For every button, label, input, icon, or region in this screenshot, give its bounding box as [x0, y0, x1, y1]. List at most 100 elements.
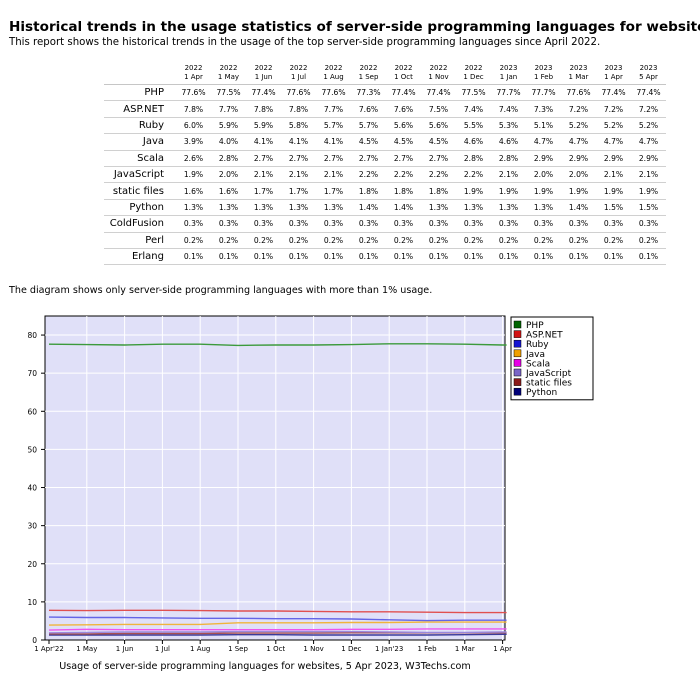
- usage-value: 4.5%: [386, 133, 421, 151]
- usage-value: 5.3%: [491, 117, 526, 135]
- usage-value: 7.6%: [351, 100, 386, 118]
- column-year: 2022: [324, 64, 343, 72]
- legend-label: Scala: [526, 359, 550, 369]
- usage-value: 2.9%: [631, 150, 666, 167]
- usage-value: 7.2%: [561, 100, 596, 118]
- usage-value: 0.2%: [526, 232, 561, 249]
- usage-value: 1.3%: [456, 199, 491, 217]
- usage-value: 4.6%: [456, 133, 491, 151]
- usage-value: 0.3%: [631, 215, 666, 233]
- column-year: 2022: [254, 64, 273, 72]
- usage-value: 2.2%: [421, 166, 456, 184]
- column-header: 2022 1 Oct: [386, 58, 421, 85]
- usage-value: 0.1%: [631, 248, 666, 266]
- chart-caption: Usage of server-side programming languag…: [59, 661, 471, 672]
- usage-value: 2.1%: [246, 166, 281, 184]
- usage-value: 1.9%: [561, 182, 596, 200]
- usage-value: 0.2%: [246, 232, 281, 249]
- column-header: 2022 1 Jul: [281, 58, 316, 85]
- usage-value: 0.2%: [596, 232, 631, 249]
- x-tick-label: 1 May: [76, 645, 97, 653]
- usage-value: 77.5%: [211, 84, 246, 102]
- legend-label: static files: [526, 379, 572, 389]
- usage-value: 0.1%: [351, 248, 386, 266]
- usage-value: 0.1%: [491, 248, 526, 266]
- usage-value: 4.1%: [246, 133, 281, 151]
- legend-swatch: [513, 349, 522, 358]
- usage-value: 0.2%: [561, 232, 596, 249]
- usage-value: 1.4%: [561, 199, 596, 217]
- table-row: Scala 2.6% 2.8% 2.7% 2.7% 2.7% 2.7% 2.7% 2.7% 2.8…: [104, 150, 666, 167]
- column-year: 2022: [359, 64, 378, 72]
- x-tick-label: 1 Nov: [303, 645, 323, 653]
- usage-value: 0.2%: [211, 232, 246, 249]
- usage-value: 2.7%: [281, 150, 316, 167]
- column-date: 1 Dec: [463, 73, 484, 81]
- usage-value: 1.9%: [631, 182, 666, 200]
- usage-value: 4.7%: [596, 133, 631, 151]
- usage-value: 5.2%: [596, 117, 631, 135]
- plot-area: [44, 315, 506, 641]
- usage-value: 2.7%: [316, 150, 351, 167]
- column-date: 1 Jul: [290, 73, 307, 81]
- usage-value: 0.2%: [386, 232, 421, 249]
- usage-value: 2.1%: [316, 166, 351, 184]
- usage-value: 4.1%: [281, 133, 316, 151]
- column-year: 2022: [464, 64, 483, 72]
- x-tick-label: 1 Jan'23: [375, 645, 403, 653]
- table-row: Ruby 6.0% 5.9% 5.9% 5.8% 5.7% 5.7% 5.6% 5.6% 5.5%…: [104, 117, 666, 135]
- y-tick-label: 60: [27, 407, 37, 416]
- series-line-java: [48, 621, 507, 626]
- usage-value: 0.1%: [281, 248, 316, 266]
- usage-value: 5.2%: [631, 117, 666, 135]
- usage-value: 1.3%: [421, 199, 456, 217]
- usage-value: 1.5%: [596, 199, 631, 217]
- usage-value: 2.1%: [631, 166, 666, 184]
- usage-value: 4.7%: [526, 133, 561, 151]
- usage-value: 2.9%: [526, 150, 561, 167]
- column-year: 2023: [604, 64, 623, 72]
- usage-value: 1.8%: [421, 182, 456, 200]
- usage-value: 1.3%: [211, 199, 246, 217]
- usage-value: 5.8%: [281, 117, 316, 135]
- usage-value: 77.6%: [176, 84, 211, 102]
- legend-swatch: [513, 378, 522, 386]
- table-row: JavaScript 1.9% 2.0% 2.1% 2.1% 2.1% 2.2% 2.2% 2.…: [104, 166, 666, 184]
- usage-value: 5.2%: [561, 117, 596, 135]
- column-header: 2022 1 May: [211, 58, 246, 85]
- usage-value: 7.5%: [421, 100, 456, 118]
- table-row: ColdFusion 0.3% 0.3% 0.3% 0.3% 0.3% 0.3% 0.3% 0.…: [104, 215, 666, 233]
- usage-value: 2.2%: [351, 166, 386, 184]
- column-date: 1 Mar: [568, 73, 589, 81]
- usage-value: 7.2%: [596, 100, 631, 118]
- legend-label: ASP.NET: [526, 331, 563, 341]
- usage-value: 0.3%: [351, 215, 386, 233]
- usage-value: 7.7%: [211, 100, 246, 118]
- usage-value: 2.8%: [491, 150, 526, 167]
- legend-box: [510, 316, 594, 401]
- usage-value: 5.5%: [456, 117, 491, 135]
- usage-value: 1.9%: [596, 182, 631, 200]
- x-tick-label: 1 Oct: [266, 645, 285, 653]
- usage-value: 4.6%: [491, 133, 526, 151]
- usage-value: 77.6%: [281, 84, 316, 102]
- usage-value: 5.7%: [316, 117, 351, 135]
- column-year: 2022: [289, 64, 308, 72]
- language-name: ColdFusion: [104, 215, 176, 233]
- usage-value: 0.2%: [631, 232, 666, 249]
- usage-value: 0.2%: [281, 232, 316, 249]
- usage-value: 0.3%: [211, 215, 246, 233]
- usage-value: 2.0%: [526, 166, 561, 184]
- usage-value: 4.1%: [316, 133, 351, 151]
- usage-value: 2.7%: [386, 150, 421, 167]
- usage-value: 2.7%: [421, 150, 456, 167]
- usage-value: 5.1%: [526, 117, 561, 135]
- usage-value: 77.4%: [246, 84, 281, 102]
- table-row: Erlang 0.1% 0.1% 0.1% 0.1% 0.1% 0.1% 0.1% 0.1% 0.…: [104, 248, 666, 266]
- usage-value: 2.1%: [596, 166, 631, 184]
- usage-value: 0.2%: [316, 232, 351, 249]
- column-date: 1 Apr: [184, 73, 203, 81]
- usage-value: 4.5%: [421, 133, 456, 151]
- usage-value: 1.3%: [316, 199, 351, 217]
- page-title: Historical trends in the usage statistic…: [9, 19, 700, 35]
